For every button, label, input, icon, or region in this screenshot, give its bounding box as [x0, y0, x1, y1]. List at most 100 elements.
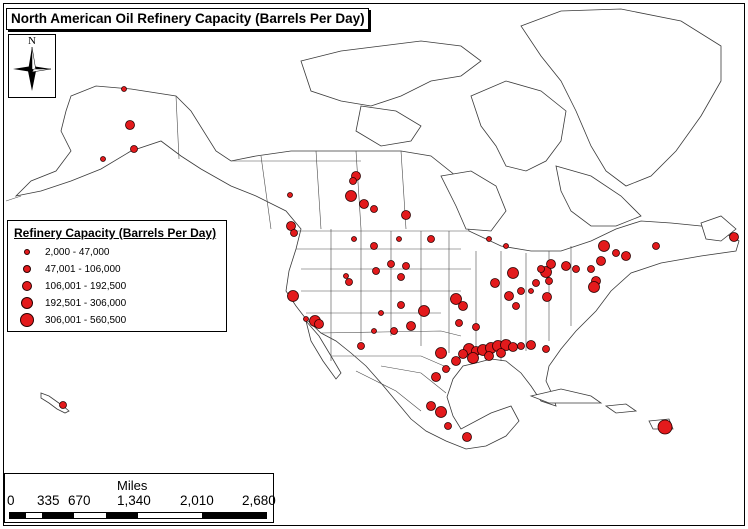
refinery-marker: [455, 319, 463, 327]
hispaniola: [604, 403, 638, 414]
refinery-marker: [504, 291, 514, 301]
refinery-marker: [287, 290, 299, 302]
refinery-marker: [357, 342, 365, 350]
refinery-marker: [546, 259, 556, 269]
refinery-marker: [100, 156, 106, 162]
scale-tick-label: 335: [37, 493, 60, 508]
refinery-marker: [444, 422, 452, 430]
refinery-marker: [287, 192, 293, 198]
refinery-marker: [621, 251, 631, 261]
refinery-marker: [462, 432, 472, 442]
legend-label: 2,000 - 47,000: [45, 247, 110, 258]
refinery-marker: [458, 301, 468, 311]
refinery-layer: [59, 86, 739, 442]
refinery-marker: [345, 278, 353, 286]
cuba: [529, 388, 603, 404]
refinery-marker: [370, 205, 378, 213]
map-frame: [3, 3, 745, 526]
scale-tick-label: 0: [7, 493, 15, 508]
refinery-marker: [496, 348, 506, 358]
refinery-marker: [314, 319, 324, 329]
refinery-marker: [418, 305, 430, 317]
baja-california: [305, 320, 342, 380]
legend-symbol: [20, 313, 34, 327]
legend-item: 47,001 - 106,000: [8, 263, 228, 279]
baffin-island: [470, 80, 567, 172]
refinery-marker: [472, 323, 480, 331]
legend-title: Refinery Capacity (Barrels Per Day): [14, 226, 217, 240]
refinery-marker: [371, 328, 377, 334]
refinery-marker: [588, 281, 600, 293]
scale-segment: [106, 513, 138, 518]
legend-symbol: [24, 249, 30, 255]
scale-segment: [42, 513, 74, 518]
refinery-marker: [359, 199, 369, 209]
refinery-marker: [450, 293, 462, 305]
refinery-marker: [303, 316, 309, 322]
refinery-marker: [587, 265, 595, 273]
refinery-marker: [545, 277, 553, 285]
refinery-marker: [343, 273, 349, 279]
refinery-marker: [372, 267, 380, 275]
newfoundland: [700, 215, 737, 242]
refinery-marker: [612, 249, 620, 257]
refinery-marker: [387, 260, 395, 268]
refinery-marker: [729, 232, 739, 242]
scale-segment: [138, 513, 202, 518]
refinery-marker: [526, 340, 536, 350]
refinery-marker: [125, 120, 135, 130]
scale-tick-label: 2,680: [242, 493, 276, 508]
scale-tick-label: 670: [68, 493, 91, 508]
legend-symbol: [23, 265, 31, 273]
refinery-marker: [378, 310, 384, 316]
refinery-marker: [652, 242, 660, 250]
map-canvas[interactable]: [4, 4, 745, 526]
refinery-marker: [351, 236, 357, 242]
refinery-marker: [517, 287, 525, 295]
north-arrow-icon: [13, 46, 52, 91]
scale-tick-label: 1,340: [117, 493, 151, 508]
legend: Refinery Capacity (Barrels Per Day) 2,00…: [7, 220, 227, 332]
hudson-bay: [440, 170, 507, 232]
legend-label: 47,001 - 106,000: [45, 264, 121, 275]
refinery-marker: [507, 267, 519, 279]
legend-item: 306,001 - 560,500: [8, 313, 228, 330]
legend-label: 192,501 - 306,000: [45, 298, 127, 309]
scale-segment: [202, 513, 266, 518]
refinery-marker: [390, 327, 398, 335]
legend-item: 106,001 - 192,500: [8, 280, 228, 296]
refinery-marker: [397, 301, 405, 309]
refinery-marker: [402, 262, 410, 270]
greenland: [520, 8, 722, 187]
refinery-marker: [542, 345, 550, 353]
scale-segment: [10, 513, 26, 518]
refinery-marker: [596, 256, 606, 266]
legend-symbol: [22, 281, 32, 291]
legend-item: 2,000 - 47,000: [8, 246, 228, 262]
aleutians: [5, 195, 22, 202]
refinery-marker: [401, 210, 411, 220]
refinery-marker: [435, 347, 447, 359]
scale-title: Miles: [117, 478, 148, 493]
legend-symbol: [21, 297, 33, 309]
refinery-marker: [442, 365, 450, 373]
refinery-marker: [528, 288, 534, 294]
legend-item: 192,501 - 306,000: [8, 297, 228, 313]
scale-tick-label: 2,010: [180, 493, 214, 508]
refinery-marker: [396, 236, 402, 242]
refinery-marker: [657, 419, 673, 435]
refinery-marker: [532, 279, 540, 287]
north-label: N: [28, 35, 36, 47]
refinery-marker: [349, 177, 357, 185]
refinery-marker: [503, 243, 509, 249]
arctic-islands: [300, 40, 482, 107]
refinery-marker: [426, 401, 436, 411]
refinery-marker: [486, 236, 492, 242]
north-arrow-box: N: [8, 34, 56, 98]
refinery-marker: [484, 351, 494, 361]
refinery-marker: [572, 265, 580, 273]
refinery-marker: [467, 352, 479, 364]
scale-bar: [9, 512, 267, 519]
scale-segment: [26, 513, 42, 518]
refinery-marker: [508, 342, 518, 352]
